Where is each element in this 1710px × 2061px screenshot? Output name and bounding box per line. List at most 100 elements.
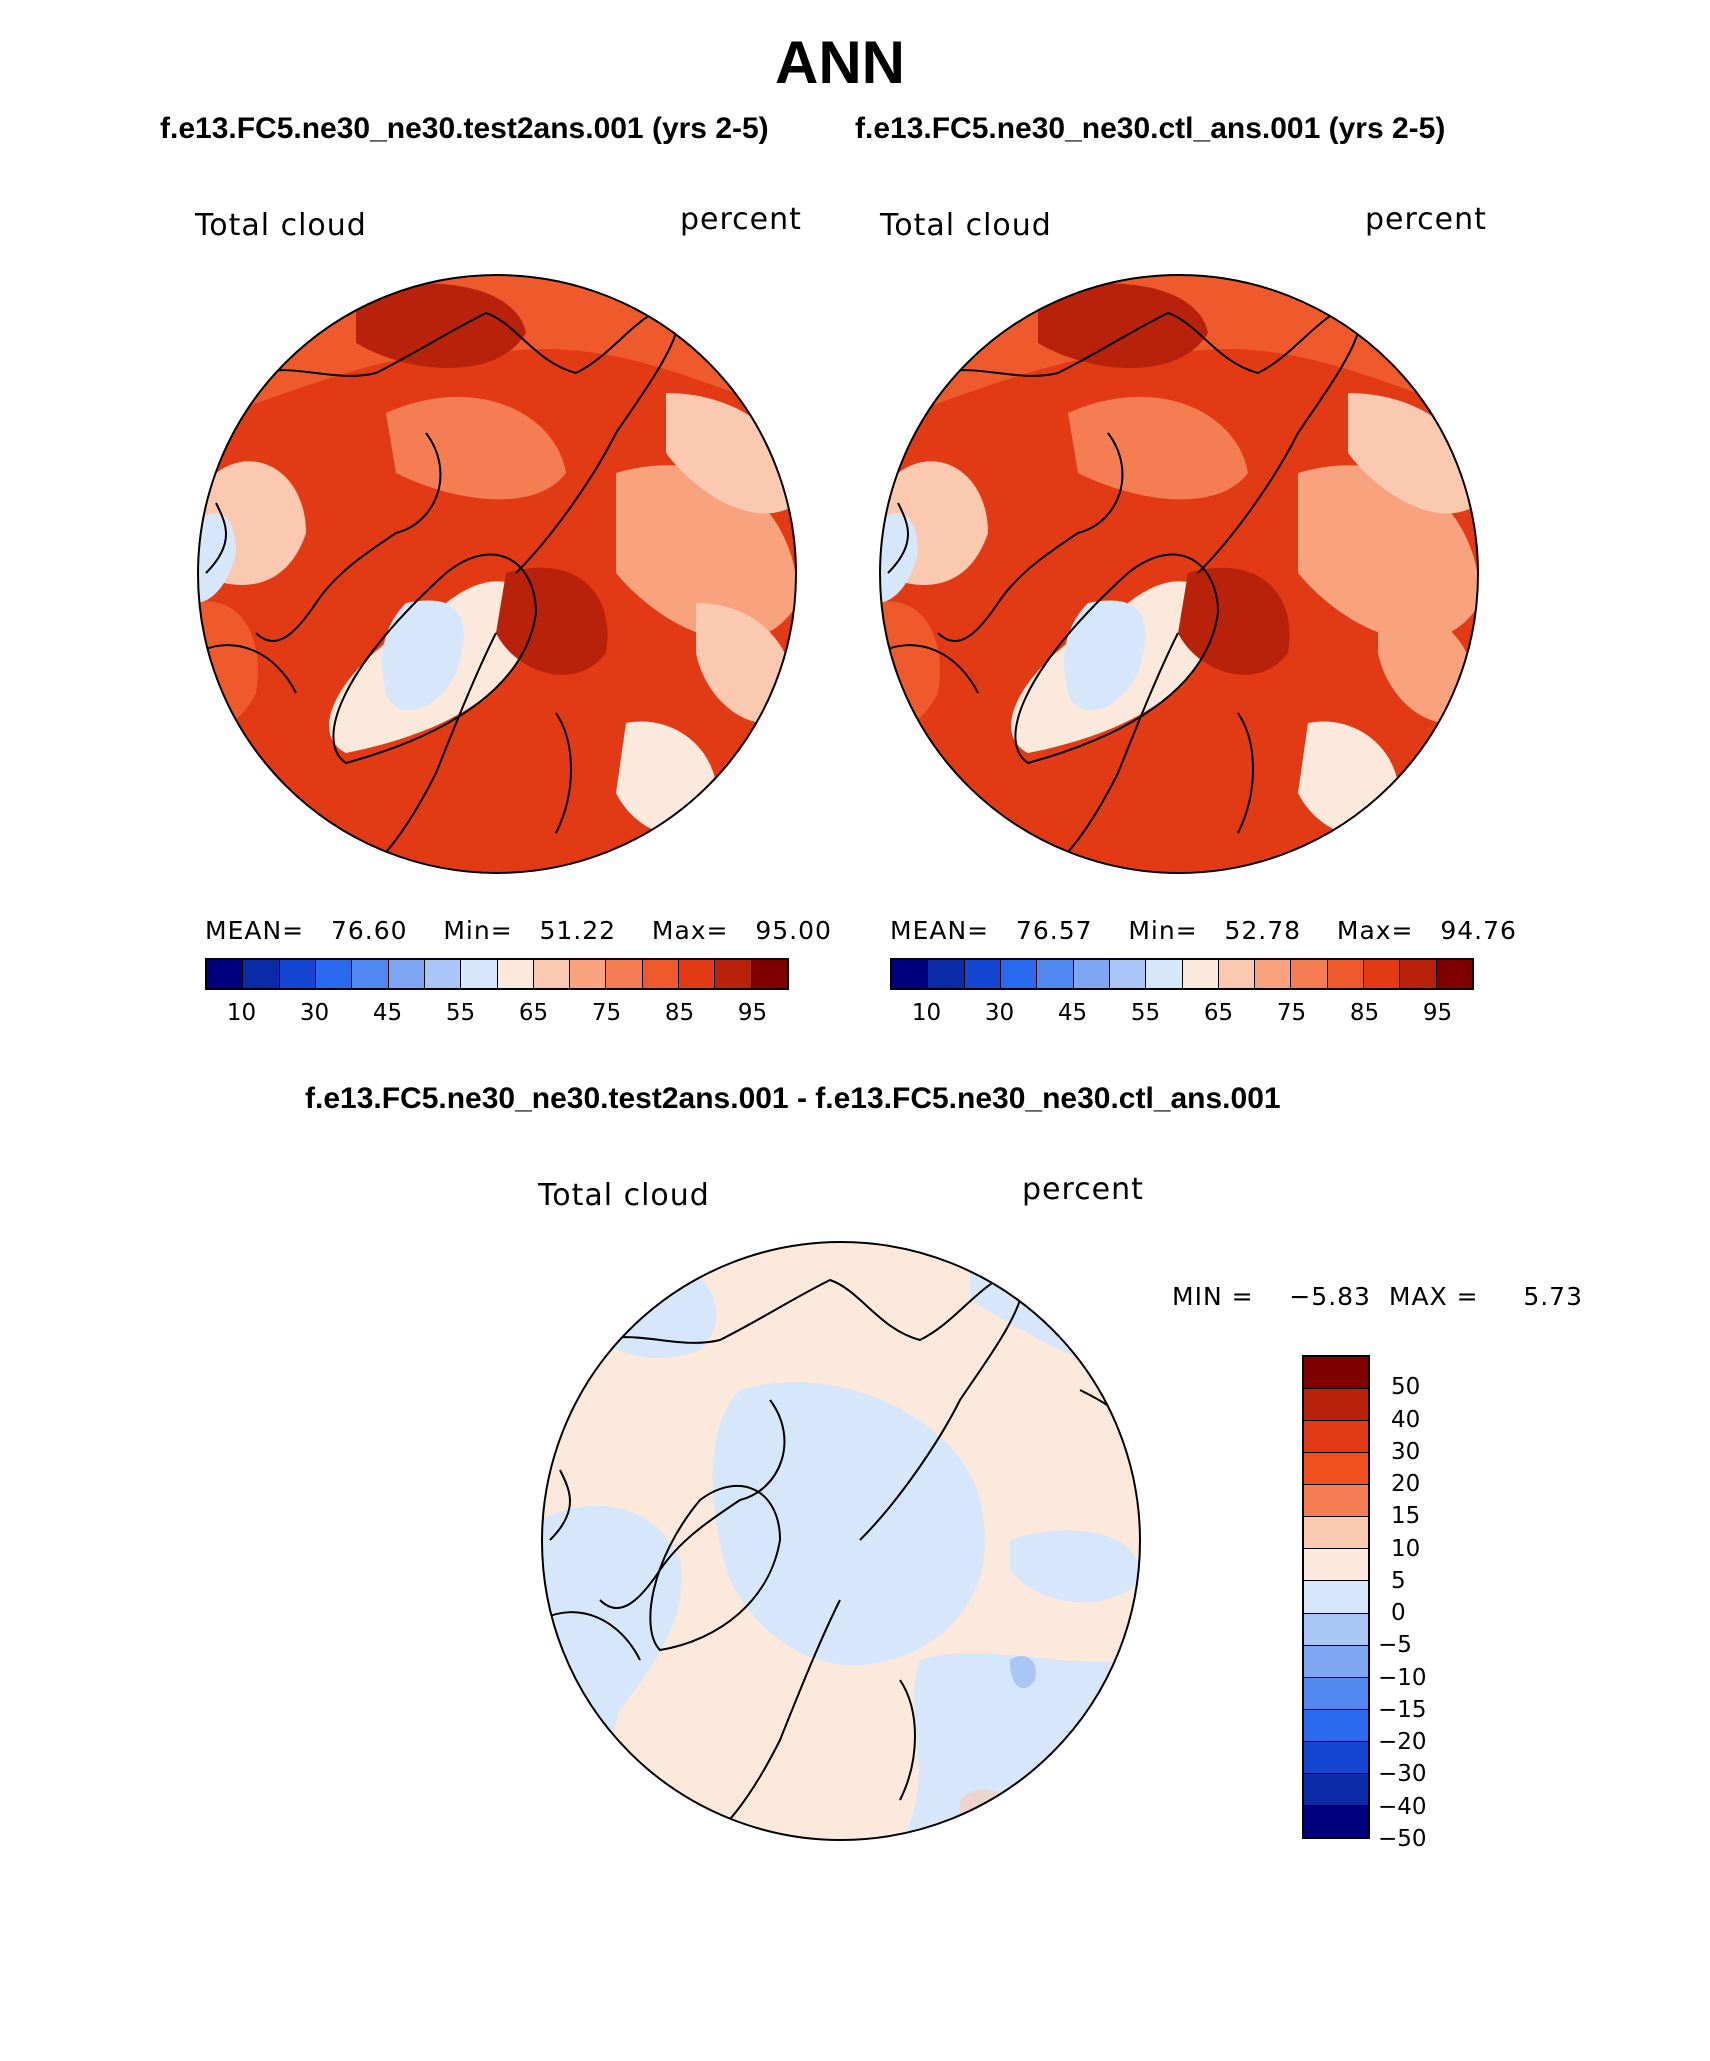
left-colorbar-box: [642, 960, 680, 988]
left-colorbar-tick-label: 75: [591, 1000, 622, 1026]
right-colorbar-box: [964, 960, 1001, 988]
diff-colorbar-box: [1304, 1389, 1368, 1422]
diff-colorbar-tick-label: −30: [1378, 1761, 1427, 1788]
diff-variable-label: Total cloud: [538, 1178, 710, 1213]
right-colorbar-tick-label: 75: [1276, 1000, 1307, 1026]
right-colorbar-box: [1109, 960, 1147, 988]
right-colorbar-ticks: 10 30 45 55 65 75 85 95: [890, 1000, 1474, 1030]
left-colorbar-box: [315, 960, 353, 988]
left-stats: MEAN= 76.60 Min= 51.22 Max= 95.00: [205, 916, 832, 945]
diff-colorbar-box: [1304, 1453, 1368, 1486]
left-variable-label: Total cloud: [195, 208, 367, 243]
right-colorbar-box: [1436, 960, 1472, 988]
right-mean-value: 76.57: [1015, 916, 1093, 945]
right-colorbar-box: [1146, 960, 1183, 988]
left-colorbar-box: [497, 960, 534, 988]
diff-colorbar-tick-label: −10: [1378, 1664, 1427, 1691]
right-colorbar-box: [892, 960, 929, 988]
diff-colorbar-box: [1304, 1773, 1368, 1806]
left-colorbar-box: [533, 960, 571, 988]
left-colorbar-box: [461, 960, 498, 988]
right-colorbar-box: [1182, 960, 1219, 988]
right-colorbar-box: [1327, 960, 1365, 988]
diff-title: f.e13.FC5.ne30_ne30.test2ans.001 - f.e13…: [305, 1082, 1281, 1115]
right-panel-case-title: f.e13.FC5.ne30_ne30.ctl_ans.001 (yrs 2-5…: [855, 112, 1446, 145]
right-colorbar-tick-label: 30: [984, 1000, 1015, 1026]
diff-colorbar-tick-label: 10: [1391, 1535, 1421, 1562]
diff-units-label: percent: [1022, 1172, 1144, 1207]
right-variable-label: Total cloud: [880, 208, 1052, 243]
right-colorbar-box: [1255, 960, 1292, 988]
left-colorbar: [205, 958, 789, 990]
right-mean-label: MEAN=: [890, 916, 990, 945]
right-colorbar-box: [1218, 960, 1256, 988]
left-colorbar-tick-label: 95: [737, 1000, 768, 1026]
right-colorbar-box: [1073, 960, 1110, 988]
left-units-label: percent: [680, 202, 802, 237]
diff-colorbar-box: [1304, 1549, 1368, 1582]
left-mean-value: 76.60: [330, 916, 408, 945]
diff-max-value: 5.73: [1523, 1282, 1583, 1311]
left-colorbar-box: [424, 960, 462, 988]
left-min-value: 51.22: [539, 916, 617, 945]
right-colorbar-box: [1400, 960, 1437, 988]
diff-colorbar-tick-label: −20: [1378, 1729, 1427, 1756]
right-colorbar-tick-label: 85: [1349, 1000, 1380, 1026]
figure-title: ANN: [775, 29, 905, 96]
diff-colorbar-box: [1304, 1741, 1368, 1774]
left-min-label: Min=: [443, 916, 513, 945]
right-colorbar-tick-label: 55: [1130, 1000, 1161, 1026]
right-units-label: percent: [1365, 202, 1487, 237]
diff-colorbar-tick-label: 5: [1391, 1567, 1406, 1594]
right-min-label: Min=: [1128, 916, 1198, 945]
diff-colorbar-tick-label: 0: [1391, 1600, 1406, 1627]
left-colorbar-box: [279, 960, 316, 988]
diff-max-label: MAX =: [1388, 1282, 1479, 1311]
diff-colorbar-tick-label: 15: [1391, 1503, 1421, 1530]
right-colorbar-box: [1000, 960, 1038, 988]
left-colorbar-tick-label: 30: [299, 1000, 330, 1026]
diff-colorbar-box: [1304, 1581, 1368, 1614]
diff-min-label: MIN =: [1172, 1282, 1254, 1311]
right-max-value: 94.76: [1440, 916, 1517, 945]
diff-colorbar-tick-label: −50: [1378, 1826, 1427, 1852]
diff-colorbar-tick-label: −15: [1378, 1696, 1427, 1723]
left-colorbar-tick-label: 10: [226, 1000, 257, 1026]
left-colorbar-box: [679, 960, 716, 988]
right-min-value: 52.78: [1224, 916, 1302, 945]
left-colorbar-tick-label: 45: [372, 1000, 403, 1026]
right-colorbar-tick-label: 65: [1203, 1000, 1234, 1026]
left-colorbar-box: [606, 960, 643, 988]
diff-colorbar-box: [1304, 1517, 1368, 1550]
diff-polar-map: [541, 1241, 1141, 1841]
left-max-value: 95.00: [755, 916, 832, 945]
right-colorbar-tick-label: 45: [1057, 1000, 1088, 1026]
left-max-label: Max=: [651, 916, 729, 945]
right-max-label: Max=: [1336, 916, 1414, 945]
right-colorbar-tick-label: 10: [911, 1000, 942, 1026]
left-colorbar-tick-label: 65: [518, 1000, 549, 1026]
left-colorbar-tick-label: 85: [664, 1000, 695, 1026]
diff-min-value: −5.83: [1289, 1282, 1371, 1311]
diff-colorbar-tick-label: −40: [1378, 1793, 1427, 1820]
diff-colorbar-box: [1304, 1485, 1368, 1518]
diff-colorbar-box: [1304, 1677, 1368, 1710]
diff-colorbar-tick-label: 20: [1391, 1471, 1421, 1498]
diff-colorbar-tick-label: 40: [1391, 1406, 1421, 1433]
left-colorbar-box: [243, 960, 280, 988]
left-colorbar-box: [715, 960, 752, 988]
diff-colorbar-box: [1304, 1613, 1368, 1646]
right-stats: MEAN= 76.57 Min= 52.78 Max= 94.76: [890, 916, 1517, 945]
left-panel-case-title: f.e13.FC5.ne30_ne30.test2ans.001 (yrs 2-…: [160, 112, 769, 145]
left-colorbar-box: [207, 960, 244, 988]
right-colorbar: [890, 958, 1474, 990]
diff-colorbar-tick-label: −5: [1378, 1632, 1412, 1659]
diff-colorbar-box: [1304, 1709, 1368, 1742]
left-colorbar-ticks: 10 30 45 55 65 75 85 95: [205, 1000, 789, 1030]
diff-colorbar: [1302, 1355, 1370, 1839]
left-colorbar-box: [388, 960, 425, 988]
left-colorbar-box: [570, 960, 607, 988]
left-colorbar-box: [352, 960, 389, 988]
right-polar-map: [879, 274, 1479, 874]
left-mean-label: MEAN=: [205, 916, 305, 945]
